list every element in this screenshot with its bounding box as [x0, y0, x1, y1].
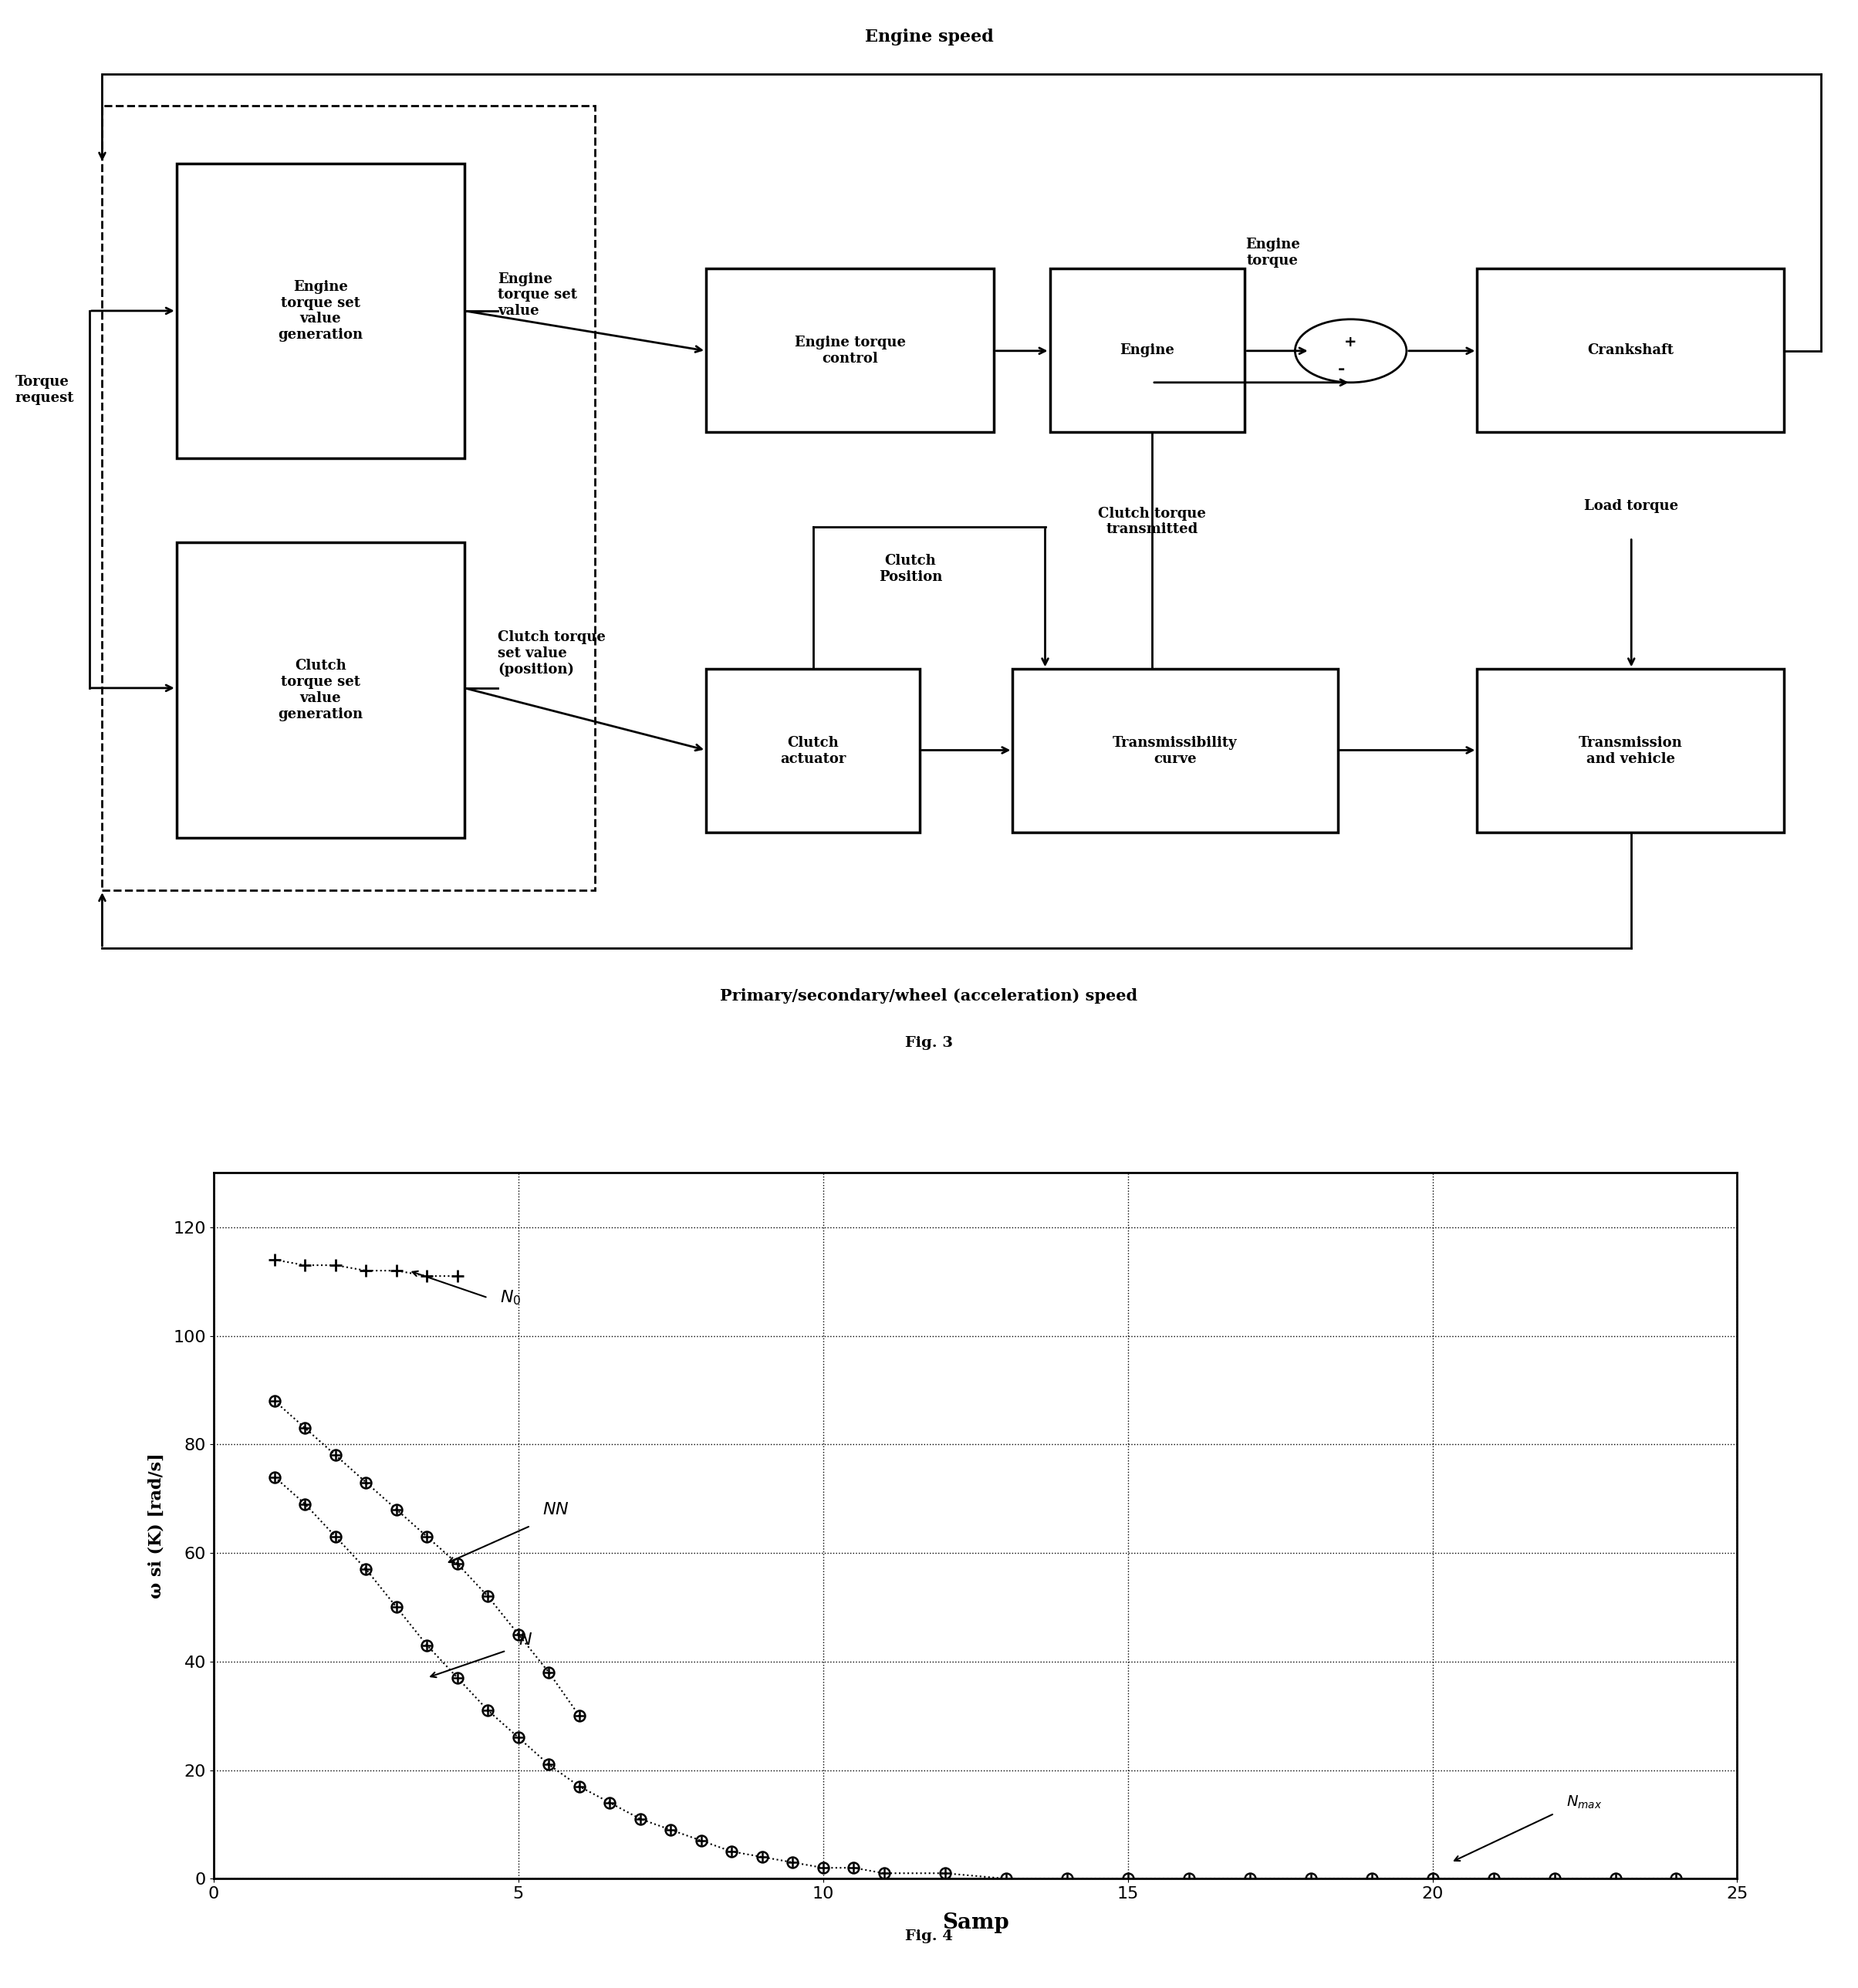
X-axis label: Samp: Samp — [942, 1912, 1009, 1932]
Text: Fig. 4: Fig. 4 — [905, 1930, 953, 1944]
Text: Torque
request: Torque request — [15, 376, 74, 406]
Text: Clutch torque
transmitted: Clutch torque transmitted — [1098, 507, 1206, 537]
Text: Engine torque
control: Engine torque control — [795, 336, 905, 366]
Y-axis label: ω si (K) [rad/s]: ω si (K) [rad/s] — [149, 1453, 165, 1598]
Text: Clutch torque
set value
(position): Clutch torque set value (position) — [498, 630, 606, 676]
FancyBboxPatch shape — [706, 268, 994, 431]
Text: Engine
torque set
value
generation: Engine torque set value generation — [279, 280, 362, 342]
Text: Engine: Engine — [1120, 344, 1174, 358]
Text: $N_{max}$: $N_{max}$ — [1566, 1795, 1602, 1811]
Text: Primary/secondary/wheel (acceleration) speed: Primary/secondary/wheel (acceleration) s… — [721, 988, 1137, 1004]
FancyBboxPatch shape — [706, 670, 920, 833]
Text: +: + — [1345, 336, 1356, 350]
Text: $N$: $N$ — [518, 1632, 531, 1648]
Text: Clutch
Position: Clutch Position — [879, 555, 942, 584]
FancyBboxPatch shape — [177, 543, 464, 837]
FancyBboxPatch shape — [1050, 268, 1245, 431]
Text: Transmission
and vehicle: Transmission and vehicle — [1579, 736, 1681, 765]
Text: Clutch
actuator: Clutch actuator — [780, 736, 845, 765]
Text: Engine
torque: Engine torque — [1245, 239, 1301, 268]
Text: Crankshaft: Crankshaft — [1587, 344, 1674, 358]
Text: $NN$: $NN$ — [543, 1501, 570, 1519]
Text: $N_0$: $N_0$ — [500, 1288, 522, 1306]
Text: Clutch
torque set
value
generation: Clutch torque set value generation — [279, 660, 362, 722]
Text: Engine speed: Engine speed — [864, 28, 994, 46]
FancyBboxPatch shape — [1477, 268, 1784, 431]
Text: Engine
torque set
value: Engine torque set value — [498, 272, 578, 318]
FancyBboxPatch shape — [177, 163, 464, 459]
FancyBboxPatch shape — [1477, 670, 1784, 833]
FancyBboxPatch shape — [1013, 670, 1338, 833]
Text: Transmissibility
curve: Transmissibility curve — [1113, 736, 1237, 765]
Text: -: - — [1338, 362, 1345, 378]
Text: Load torque: Load torque — [1585, 499, 1678, 513]
Text: Fig. 3: Fig. 3 — [905, 1036, 953, 1050]
